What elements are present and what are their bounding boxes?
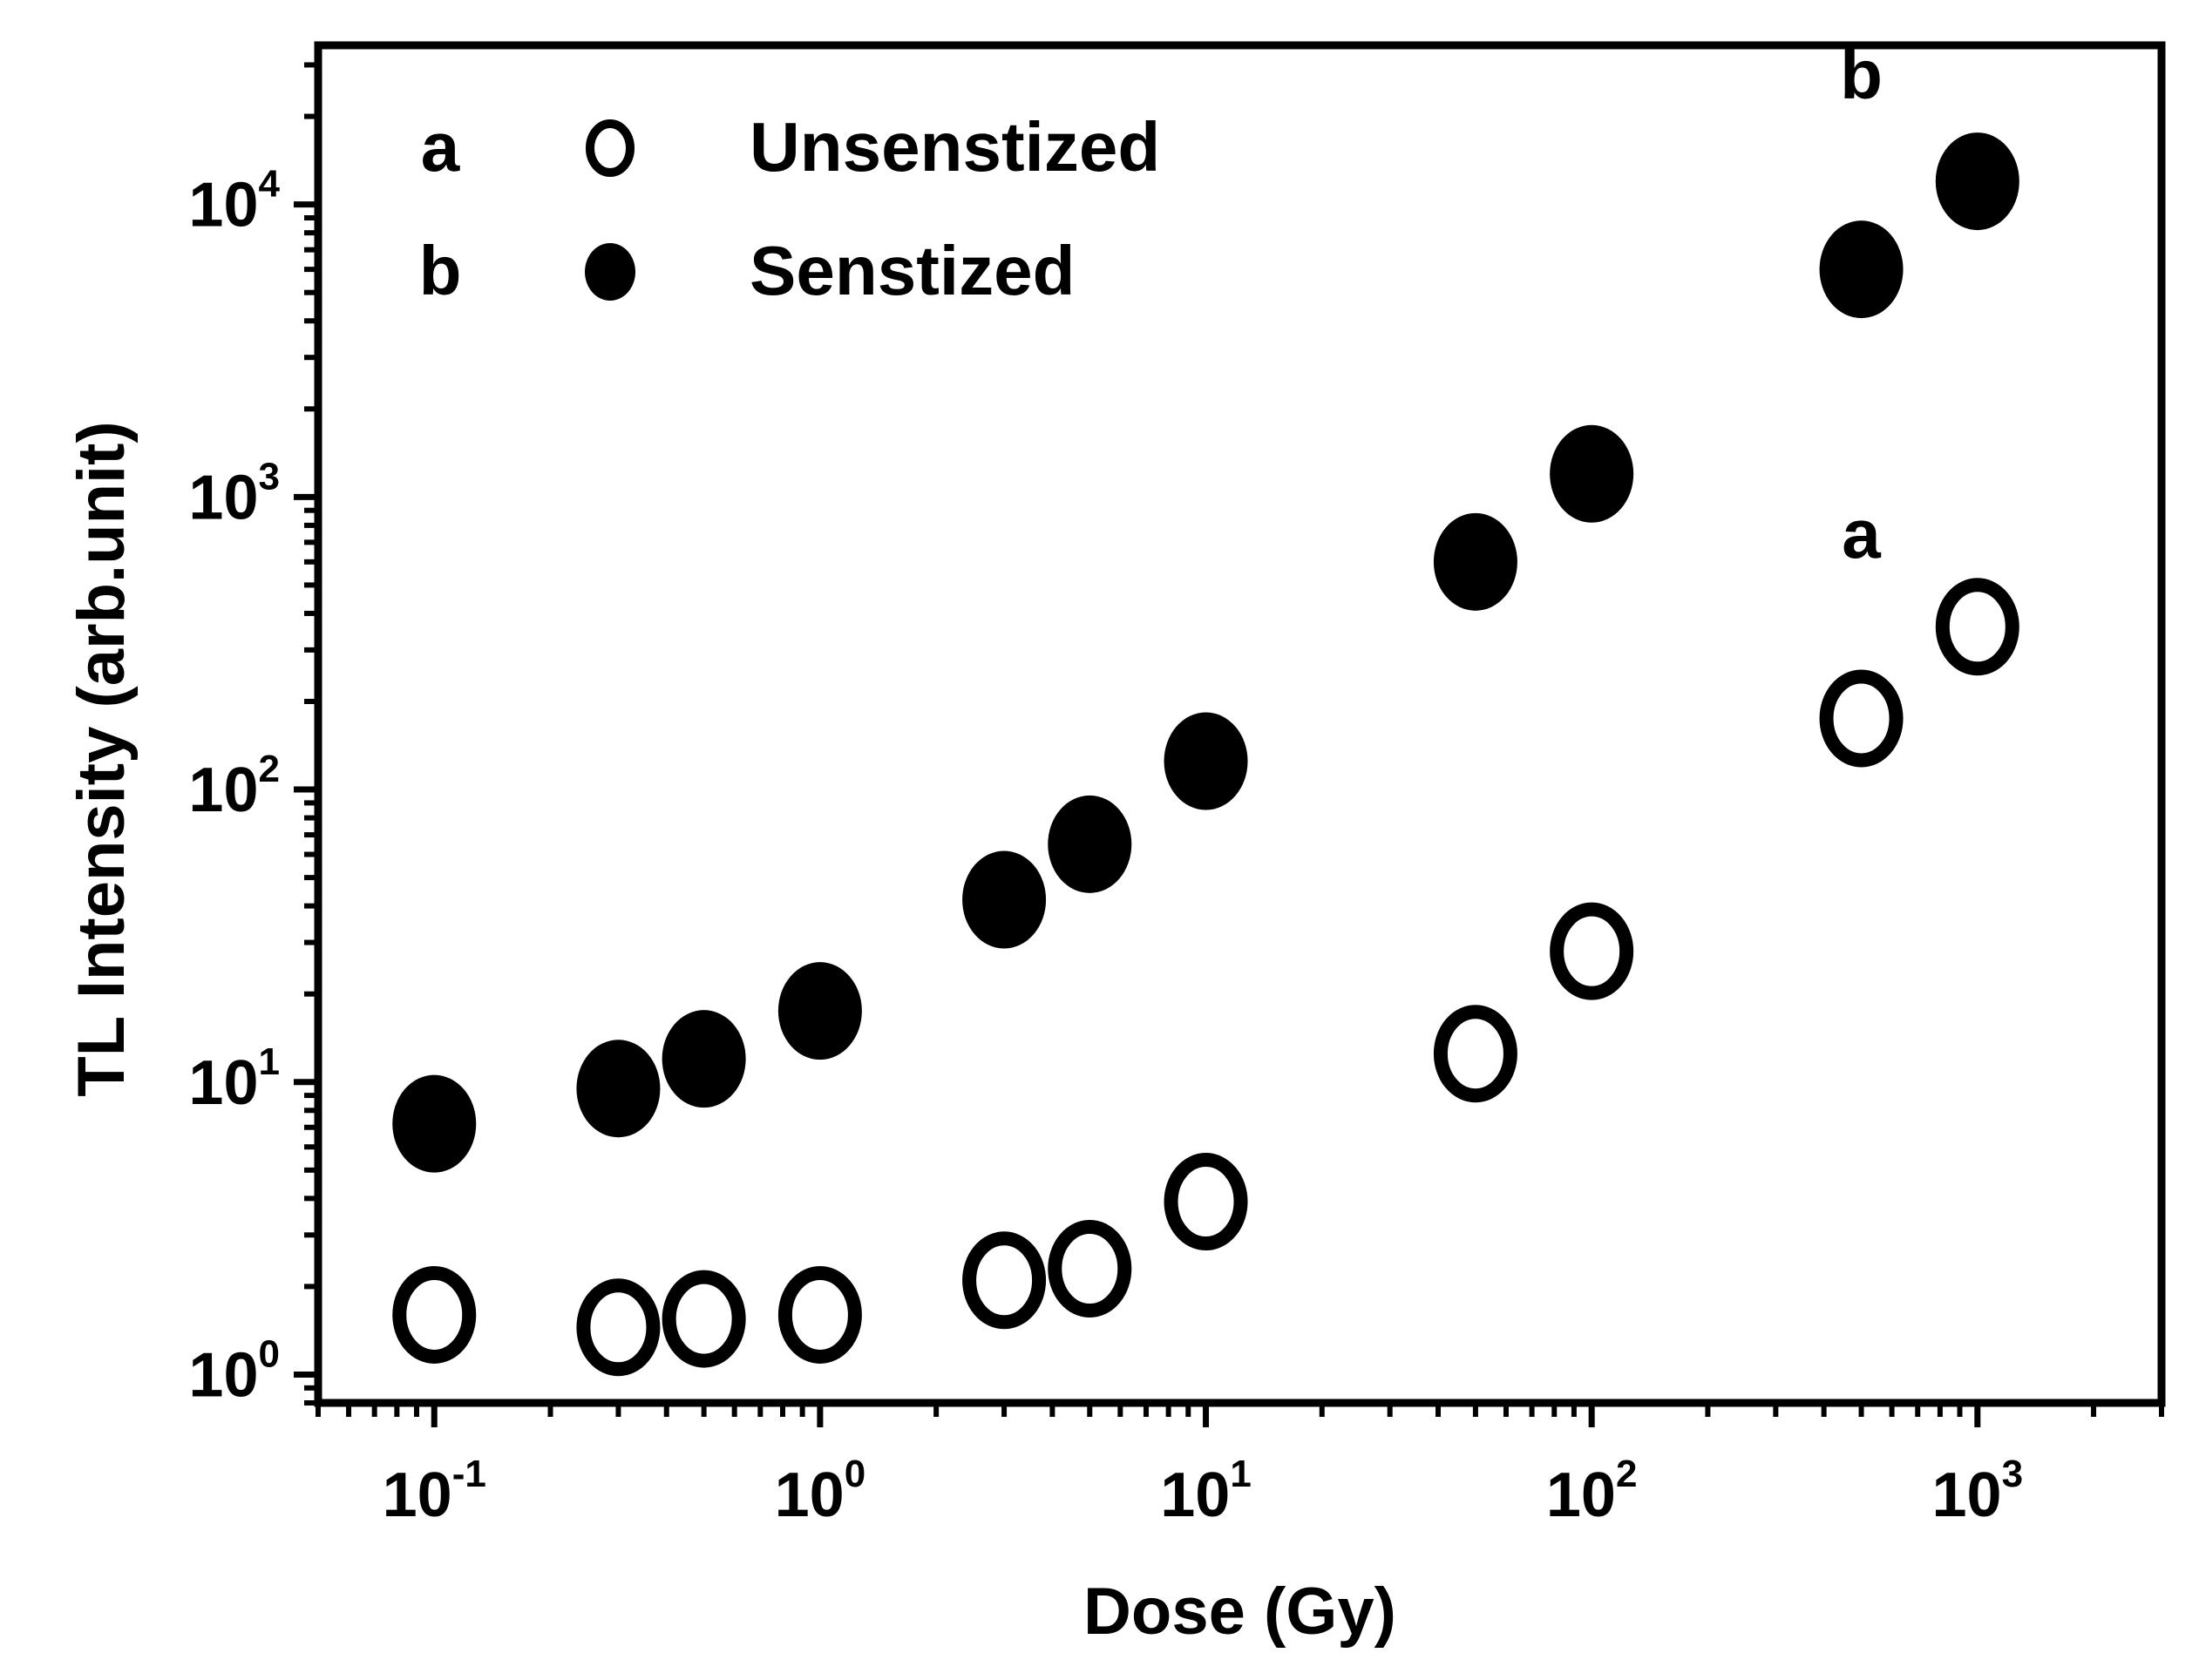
x-tick-exponent: 2 (1616, 1453, 1637, 1495)
data-point-b (1819, 220, 1904, 319)
series-annotation: a (1842, 495, 1881, 572)
legend-marker-b (585, 243, 635, 301)
data-point-b (1164, 712, 1248, 810)
data-point-a (662, 1270, 746, 1368)
data-point-b (962, 850, 1047, 949)
data-point-a (1164, 1153, 1248, 1251)
y-tick-exponent: 1 (259, 1040, 280, 1083)
data-point-b (1935, 132, 2019, 231)
y-tick-label: 102 (188, 748, 280, 825)
data-point-b (1048, 795, 1132, 893)
data-point-b (392, 1074, 477, 1173)
y-tick-exponent: 0 (259, 1332, 280, 1375)
data-point-a (777, 1265, 862, 1364)
y-axis-label: TL Intensity (arb.unit) (64, 421, 139, 1096)
legend-id-a: a (421, 108, 460, 186)
data-point-a (1935, 578, 2019, 676)
y-tick-base: 10 (188, 171, 258, 240)
data-points (392, 132, 2019, 1377)
y-tick-label: 103 (188, 455, 280, 532)
data-point-a (1819, 669, 1904, 768)
y-tick-base: 10 (188, 755, 258, 825)
y-tick-label: 101 (188, 1040, 280, 1118)
data-point-b (1550, 424, 1634, 523)
y-tick-exponent: 2 (259, 748, 280, 790)
series-annotation: b (1840, 36, 1883, 113)
data-point-a (962, 1231, 1047, 1330)
y-tick-exponent: 3 (259, 455, 280, 498)
y-tick-base: 10 (188, 1340, 258, 1410)
data-point-b (777, 962, 862, 1060)
x-tick-exponent: 1 (1230, 1453, 1251, 1495)
y-tick-label: 104 (188, 163, 280, 240)
legend-id-b: b (419, 232, 462, 309)
x-tick-exponent: -1 (452, 1453, 486, 1495)
x-axis-label: Dose (Gy) (1083, 1575, 1396, 1649)
x-tick-exponent: 3 (2002, 1453, 2023, 1495)
data-point-a (1550, 902, 1634, 1000)
data-point-b (576, 1040, 661, 1138)
plot-frame (314, 41, 2166, 1407)
data-point-a (576, 1278, 661, 1377)
data-point-a (1433, 1005, 1517, 1103)
legend-label-b: Senstized (750, 232, 1075, 309)
data-point-a (392, 1265, 477, 1364)
y-tick-label: 100 (188, 1332, 280, 1410)
y-tick-base: 10 (188, 1048, 258, 1118)
legend-marker-a (586, 119, 635, 177)
data-point-b (1433, 512, 1517, 611)
y-tick-exponent: 4 (259, 163, 281, 206)
data-point-a (1048, 1220, 1132, 1318)
legend-label-a: Unsenstized (750, 108, 1160, 186)
data-point-b (662, 1010, 746, 1108)
x-tick-exponent: 0 (845, 1453, 865, 1495)
legend: a Unsenstized b Senstized (419, 108, 1161, 309)
y-tick-base: 10 (188, 463, 258, 532)
annotations: ba (1840, 36, 1883, 572)
